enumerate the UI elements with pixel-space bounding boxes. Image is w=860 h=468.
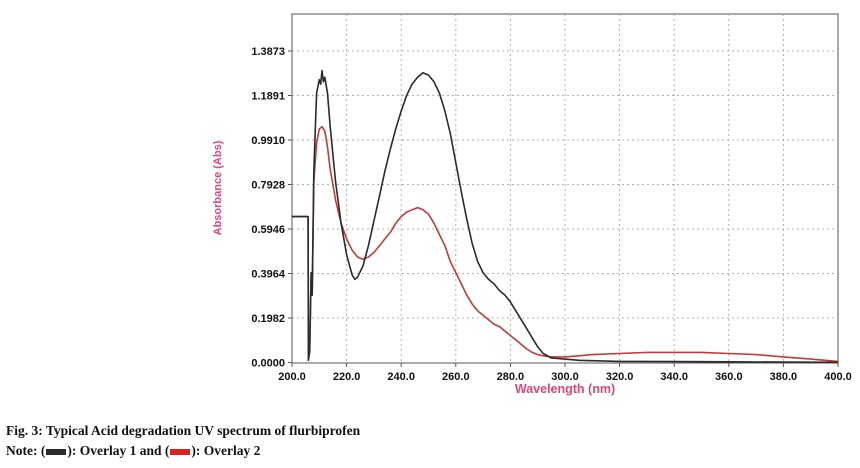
x-tick-label: 260.0 — [442, 371, 470, 383]
uv-spectrum-chart: 200.0 220.0 240.0 260.0 280.0 300.0 320.0 340.0… — [212, 13, 852, 396]
overlay-1-swatch — [46, 448, 67, 455]
series-line-overlay-2 — [292, 125, 839, 363]
y-tick-label: 1.1891 — [251, 91, 285, 103]
grid-lines — [288, 14, 839, 367]
y-tick-labels: 0.0000 0.1982 0.3964 0.5946 0.7928 0.9910 1.18… — [251, 46, 286, 370]
y-tick-label: 0.1982 — [251, 313, 285, 325]
note-overlay-2: ): Overlay 2 — [191, 443, 261, 458]
x-tick-label: 320.0 — [606, 371, 634, 383]
series-line-overlay-1 — [292, 69, 839, 364]
x-tick-label: 300.0 — [551, 371, 579, 383]
y-tick-label: 0.7928 — [251, 179, 285, 191]
x-tick-label: 400.0 — [824, 371, 852, 383]
x-tick-label: 220.0 — [333, 371, 361, 383]
y-tick-label: 0.3964 — [251, 268, 286, 280]
figure-caption: Fig. 3: Typical Acid degradation UV spec… — [6, 423, 361, 438]
note-overlay-1: ): Overlay 1 and ( — [67, 443, 170, 458]
x-tick-label: 360.0 — [715, 371, 743, 383]
y-tick-label: 1.3873 — [251, 46, 285, 58]
x-tick-label: 280.0 — [497, 371, 525, 383]
figure-note: Note: ( ): Overlay 1 and ( ): Overlay 2 — [6, 443, 260, 459]
y-axis-title: Absorbance (Abs) — [212, 140, 224, 235]
x-tick-label: 240.0 — [387, 371, 415, 383]
overlay-2-swatch — [170, 448, 191, 455]
y-tick-label: 0.5946 — [251, 224, 285, 236]
y-tick-label: 0.9910 — [251, 135, 285, 147]
x-tick-label: 380.0 — [770, 371, 798, 383]
x-tick-label: 340.0 — [660, 371, 688, 383]
x-tick-label: 200.0 — [278, 371, 306, 383]
x-tick-labels: 200.0 220.0 240.0 260.0 280.0 300.0 320.0 340.0… — [278, 371, 852, 383]
y-tick-label: 0.0000 — [251, 358, 285, 370]
x-axis-title: Wavelength (nm) — [515, 382, 615, 396]
series-lines — [292, 69, 839, 364]
note-prefix: Note: ( — [6, 443, 46, 458]
